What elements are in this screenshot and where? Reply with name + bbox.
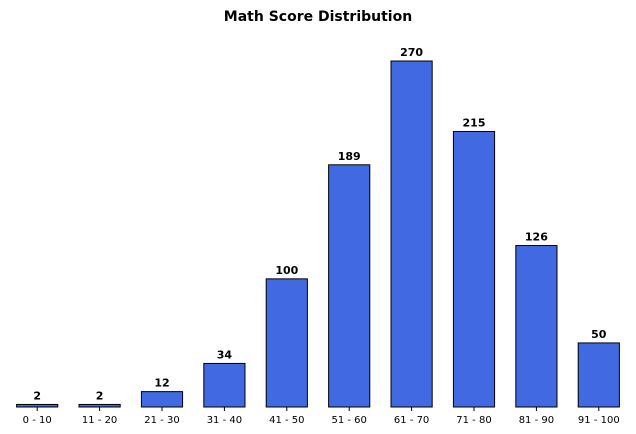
x-tick-label: 81 - 90 (519, 415, 554, 426)
bar-value-label: 270 (400, 46, 423, 59)
x-tick-label: 51 - 60 (331, 415, 366, 426)
bar-71-80 (452, 130, 496, 408)
bar-value-labels: 2 2 12 34 100 189 270 215 126 50 (33, 46, 606, 402)
bar-value-label: 2 (33, 389, 41, 402)
bar-51-60 (328, 164, 371, 408)
bar-value-label: 50 (591, 328, 607, 341)
bar-value-label: 100 (275, 264, 298, 277)
chart-title: Math Score Distribution (224, 9, 412, 25)
bar-91-100 (577, 342, 620, 408)
bar-41-50 (265, 278, 308, 408)
bars-group (16, 60, 620, 408)
bar-value-label: 189 (338, 150, 361, 163)
x-tick-label: 21 - 30 (144, 415, 179, 426)
x-tick-label: 41 - 50 (269, 415, 304, 426)
x-tick-label: 31 - 40 (207, 415, 242, 426)
bar-0-10 (16, 403, 59, 408)
bar-21-30 (140, 391, 184, 408)
bar-value-label: 215 (463, 116, 486, 129)
x-tick-label: 0 - 10 (23, 415, 52, 426)
x-axis: 0 - 10 11 - 20 21 - 30 31 - 40 41 - 50 51 - 6… (23, 407, 620, 426)
bar-61-70 (390, 60, 433, 408)
bar-31-40 (203, 362, 246, 408)
bar-value-label: 2 (96, 389, 104, 402)
bar-value-label: 34 (217, 348, 233, 361)
bar-value-label: 12 (154, 377, 169, 390)
bar-11-20 (78, 403, 121, 408)
bar-value-label: 126 (525, 231, 548, 244)
bar-81-90 (515, 245, 558, 408)
x-tick-label: 71 - 80 (456, 415, 491, 426)
x-tick-label: 61 - 70 (394, 415, 429, 426)
x-tick-label: 91 - 100 (578, 415, 620, 426)
x-tick-label: 11 - 20 (82, 415, 117, 426)
